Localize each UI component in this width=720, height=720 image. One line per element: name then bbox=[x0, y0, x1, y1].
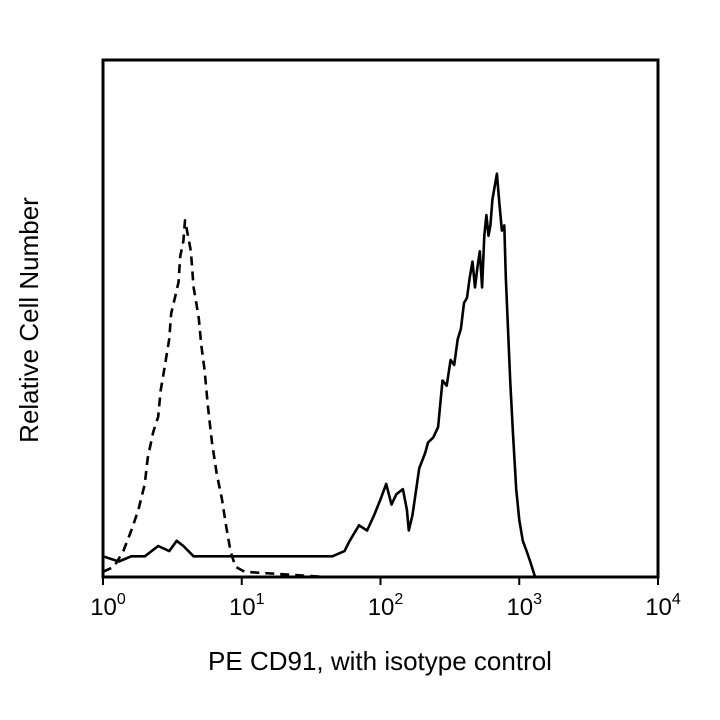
x-tick-layer: 100 101 102 103 104 bbox=[90, 577, 681, 621]
x-tick-label: 104 bbox=[645, 591, 681, 621]
x-tick-label: 101 bbox=[229, 591, 265, 621]
x-tick-label: 100 bbox=[90, 591, 126, 621]
isotype-control-histogram bbox=[102, 219, 536, 579]
pe-cd91-histogram bbox=[102, 172, 537, 578]
x-tick-label: 102 bbox=[368, 591, 404, 621]
x-axis-label: PE CD91, with isotype control bbox=[208, 646, 552, 676]
y-axis-label: Relative Cell Number bbox=[14, 197, 44, 443]
x-tick-label: 103 bbox=[506, 591, 542, 621]
series-layer bbox=[102, 172, 537, 579]
